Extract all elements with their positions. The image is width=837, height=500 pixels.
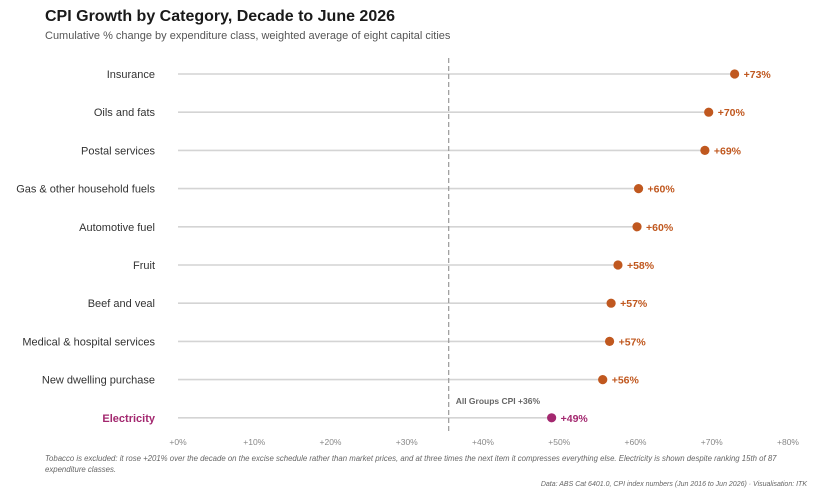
x-tick-label: +0% (169, 437, 187, 447)
stems-layer (178, 73, 735, 419)
chart-subtitle: Cumulative % change by expenditure class… (45, 30, 451, 42)
x-tick-label: +50% (548, 437, 570, 447)
category-label: Medical & hospital services (22, 336, 155, 348)
value-label: +70% (718, 107, 746, 119)
x-tick-label: +30% (396, 437, 418, 447)
dot (547, 413, 557, 423)
value-labels-layer: +73% +70% +69% +60% +60% +58% +57% +57% +56% +49% (561, 69, 772, 425)
x-tick-label: +10% (243, 437, 265, 447)
value-label: +58% (627, 260, 655, 272)
category-label: Fruit (133, 260, 155, 272)
dot (704, 107, 714, 117)
category-label: Gas & other household fuels (16, 184, 155, 196)
dot (700, 145, 710, 155)
category-label: Electricity (102, 413, 155, 425)
x-tick-label: +80% (777, 437, 799, 447)
value-label: +49% (561, 413, 589, 425)
dot (613, 260, 623, 270)
reference-line-label: All Groups CPI +36% (456, 396, 541, 406)
dot (730, 69, 740, 79)
value-label: +69% (714, 145, 742, 157)
x-tick-label: +70% (701, 437, 723, 447)
value-label: +73% (744, 69, 772, 81)
footnote: Tobacco is excluded: it rose +201% over … (45, 454, 777, 474)
category-label: Insurance (107, 69, 155, 81)
category-label: Oils and fats (94, 107, 156, 119)
dot (632, 222, 642, 232)
dot (606, 298, 616, 308)
source-credit: Data: ABS Cat 6401.0, CPI index numbers … (540, 481, 807, 488)
value-label: +57% (620, 298, 648, 310)
value-label: +57% (619, 336, 647, 348)
category-label: Automotive fuel (79, 222, 155, 234)
reference-line-layer: All Groups CPI +36% (448, 58, 541, 432)
category-label: Postal services (81, 145, 155, 157)
value-label: +56% (612, 375, 640, 387)
x-axis-ticks: +0% +10% +20% +30% +40% +50% +60% +70% +80% (169, 437, 799, 447)
category-labels-layer: Insurance Oils and fats Postal services Gas… (16, 69, 156, 425)
chart-title: CPI Growth by Category, Decade to June 2… (45, 8, 396, 25)
x-tick-label: +60% (625, 437, 647, 447)
value-label: +60% (648, 184, 676, 196)
category-label: New dwelling purchase (42, 375, 155, 387)
lollipop-chart: All Groups CPI +36% Insurance Oils and fa… (16, 58, 799, 447)
category-label: Beef and veal (88, 298, 155, 310)
x-tick-label: +20% (320, 437, 342, 447)
x-tick-label: +40% (472, 437, 494, 447)
dots-layer (547, 69, 740, 423)
value-label: +60% (646, 222, 674, 234)
dot (633, 184, 644, 194)
dot (598, 375, 608, 385)
dot (604, 336, 615, 346)
